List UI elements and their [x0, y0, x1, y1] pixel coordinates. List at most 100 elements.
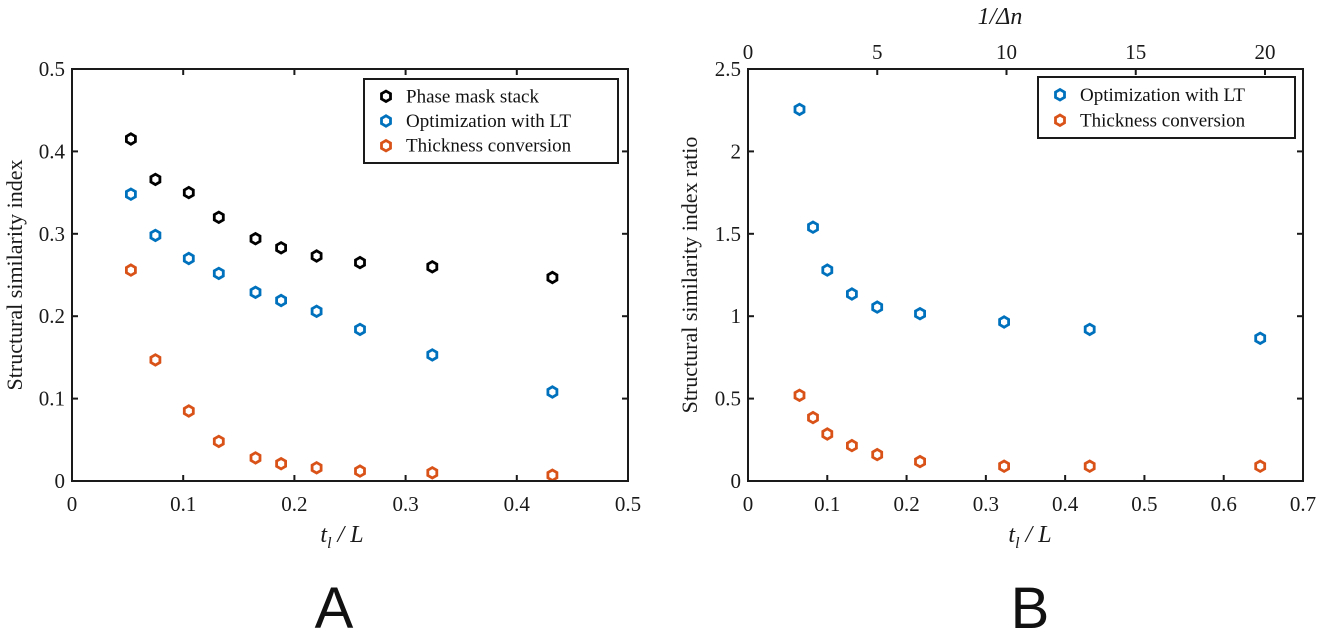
- point-phase-mask-stack: [212, 210, 225, 225]
- point-thickness-conversion: [871, 447, 884, 462]
- panel-b-axes-box: [747, 68, 1304, 482]
- point-thickness-conversion: [212, 434, 225, 449]
- y-tick-label: 0.4: [39, 139, 66, 163]
- x-title-main: t: [320, 522, 328, 548]
- y-tick-label: 1.5: [715, 222, 741, 246]
- point-thickness-conversion: [275, 456, 288, 471]
- legend-label: Phase mask stack: [406, 86, 539, 107]
- point-phase-mask-stack: [249, 231, 262, 246]
- y-tick-label: 0.3: [39, 222, 65, 246]
- y-tick-label: 0.5: [39, 57, 65, 81]
- point-optimization-with-lt: [212, 266, 225, 281]
- panel-b-letter: B: [1011, 576, 1050, 630]
- x-tick-label: 0.5: [1131, 492, 1157, 516]
- x-title-sub: l: [1015, 535, 1020, 552]
- point-optimization-with-lt: [1083, 322, 1096, 337]
- panel-a-y-axis-title: Structural similarity index: [2, 160, 27, 391]
- y-tick-label: 0.2: [39, 304, 65, 328]
- point-thickness-conversion: [807, 410, 819, 425]
- point-thickness-conversion: [426, 465, 439, 480]
- point-optimization-with-lt: [426, 348, 439, 362]
- point-phase-mask-stack: [125, 132, 137, 146]
- x-tick-label: 0.3: [392, 492, 418, 516]
- point-thickness-conversion: [793, 388, 806, 403]
- x-tick-label: 0.7: [1290, 492, 1316, 516]
- point-phase-mask-stack: [182, 185, 195, 200]
- legend-item-phase-mask-stack: Phase mask stack: [380, 86, 539, 107]
- point-optimization-with-lt: [354, 322, 366, 337]
- point-optimization-with-lt: [871, 300, 884, 314]
- point-thickness-conversion: [846, 438, 858, 453]
- x-tick-label: 0.2: [893, 492, 919, 516]
- y-tick-label: 0.1: [39, 387, 65, 411]
- point-phase-mask-stack: [149, 172, 162, 187]
- y-tick-label: 0: [55, 469, 66, 493]
- panel-b-top-x-axis-title: 1/Δn: [978, 4, 1023, 30]
- point-optimization-with-lt: [998, 315, 1010, 329]
- legend-marker: [1054, 113, 1066, 128]
- x-tick-label: 0.2: [281, 492, 307, 516]
- panel-a-legend: Phase mask stack Optimization with LT Thic…: [363, 78, 619, 164]
- y-tick-label: 1: [731, 304, 742, 328]
- panel-a-marks: [125, 132, 559, 483]
- y-tick-label: 0.5: [715, 387, 741, 411]
- point-thickness-conversion: [149, 353, 162, 367]
- top-x-tick-label: 0: [743, 40, 754, 64]
- point-optimization-with-lt: [821, 263, 834, 277]
- panel-b-chart: 0 0.1 0.2 0.3 0.4 0.5 0.6 0.700.511.522.50 5 10 15…: [677, 4, 1316, 630]
- point-thickness-conversion: [546, 468, 559, 483]
- top-x-tick-label: 10: [996, 40, 1017, 64]
- point-thickness-conversion: [182, 404, 195, 418]
- point-phase-mask-stack: [426, 259, 439, 274]
- point-thickness-conversion: [354, 464, 366, 478]
- top-x-tick-label: 5: [872, 40, 883, 64]
- point-thickness-conversion: [1254, 459, 1267, 474]
- panel-a-letter: A: [315, 576, 354, 630]
- legend-item-optimization-with-lt: Optimization with LT: [380, 111, 571, 132]
- x-tick-label: 0.4: [504, 492, 531, 516]
- panel-b-y-axis-title: Structural similarity index ratio: [677, 137, 702, 414]
- legend-label: Optimization with LT: [406, 111, 571, 132]
- point-optimization-with-lt: [546, 385, 559, 399]
- x-tick-label: 0: [743, 492, 754, 516]
- point-optimization-with-lt: [125, 187, 137, 202]
- point-optimization-with-lt: [249, 285, 262, 300]
- x-title-main: t: [1008, 522, 1016, 548]
- legend-label: Optimization with LT: [1080, 85, 1245, 106]
- x-tick-label: 0.5: [615, 492, 641, 516]
- top-x-tick-label: 20: [1255, 40, 1276, 64]
- point-phase-mask-stack: [310, 249, 323, 263]
- point-optimization-with-lt: [846, 287, 858, 301]
- x-tick-label: 0.3: [973, 492, 999, 516]
- point-optimization-with-lt: [914, 306, 926, 321]
- legend-label: Thickness conversion: [406, 136, 572, 157]
- x-tick-label: 0.4: [1052, 492, 1079, 516]
- point-phase-mask-stack: [275, 240, 288, 255]
- x-tick-label: 0.1: [814, 492, 840, 516]
- x-title-sub: l: [327, 535, 332, 552]
- panel-b-ticks: 0 0.1 0.2 0.3 0.4 0.5 0.6 0.700.511.522.50 5 10 15…: [715, 40, 1316, 516]
- panel-a-x-axis-title: tl / L: [320, 522, 363, 552]
- point-phase-mask-stack: [546, 270, 559, 285]
- point-thickness-conversion: [821, 427, 834, 441]
- x-tick-label: 0: [67, 492, 78, 516]
- point-optimization-with-lt: [149, 228, 162, 243]
- point-optimization-with-lt: [182, 251, 195, 266]
- point-thickness-conversion: [310, 460, 323, 475]
- point-thickness-conversion: [125, 263, 137, 277]
- panel-a-ticks: 0 0.1 0.2 0.3 0.4 0.5 0 0.1 0.2 0.3 0.4 0.5: [39, 57, 641, 516]
- panel-a-axes-box: [71, 68, 629, 482]
- point-thickness-conversion: [998, 459, 1010, 474]
- y-tick-label: 0: [731, 469, 742, 493]
- x-title-rest: / L: [332, 522, 364, 548]
- legend-item-thickness-conversion: Thickness conversion: [380, 136, 572, 157]
- point-optimization-with-lt: [1254, 331, 1267, 346]
- legend-box: [1037, 76, 1296, 139]
- y-tick-label: 2: [731, 139, 742, 163]
- panel-b-legend: Optimization with LT Thickness conversion: [1037, 76, 1296, 139]
- point-thickness-conversion: [914, 454, 926, 469]
- top-x-tick-label: 15: [1125, 40, 1146, 64]
- y-tick-label: 2.5: [715, 57, 741, 81]
- legend-marker: [380, 114, 392, 128]
